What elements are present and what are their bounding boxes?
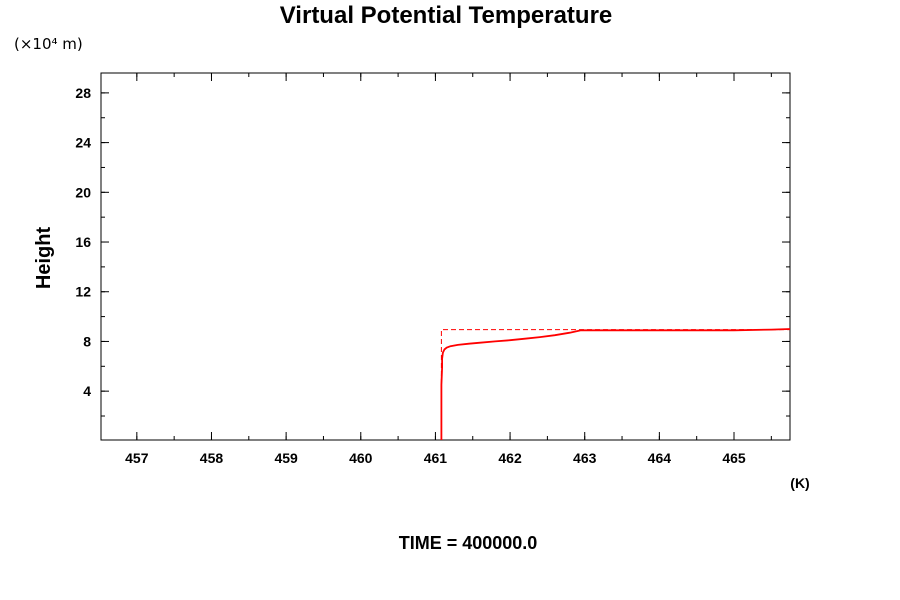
chart-title: Virtual Potential Temperature — [280, 2, 613, 29]
y-tick-label: 20 — [75, 184, 91, 200]
y-tick-label: 16 — [75, 234, 91, 250]
y-tick-label: 12 — [75, 284, 91, 300]
y-axis-label: Height — [33, 227, 55, 290]
x-tick-label: 458 — [200, 450, 224, 466]
y-tick-label: 28 — [75, 85, 91, 101]
plot-area: 457 458 459 460 461 462 463 464 465 4 8 12 16 20 24 28 — [75, 72, 791, 466]
series-line-solid — [440, 328, 791, 440]
y-scale-note: (×10⁴ m) — [14, 35, 83, 53]
x-tick-label: 457 — [125, 450, 149, 466]
plot-frame — [100, 72, 791, 441]
x-tick-label: 459 — [274, 450, 298, 466]
x-tick-label: 462 — [498, 450, 522, 466]
x-tick-label: 461 — [424, 450, 448, 466]
x-tick-label: 465 — [722, 450, 746, 466]
y-tick-label: 24 — [75, 135, 91, 151]
series-line-dashed — [440, 329, 790, 440]
x-unit-label: (K) — [790, 475, 809, 491]
x-tick-label: 463 — [573, 450, 597, 466]
x-tick-label: 464 — [648, 450, 672, 466]
x-tick-label: 460 — [349, 450, 373, 466]
y-tick-label: 4 — [83, 383, 91, 399]
time-footer: TIME = 400000.0 — [399, 533, 538, 553]
y-tick-label: 8 — [83, 333, 91, 349]
